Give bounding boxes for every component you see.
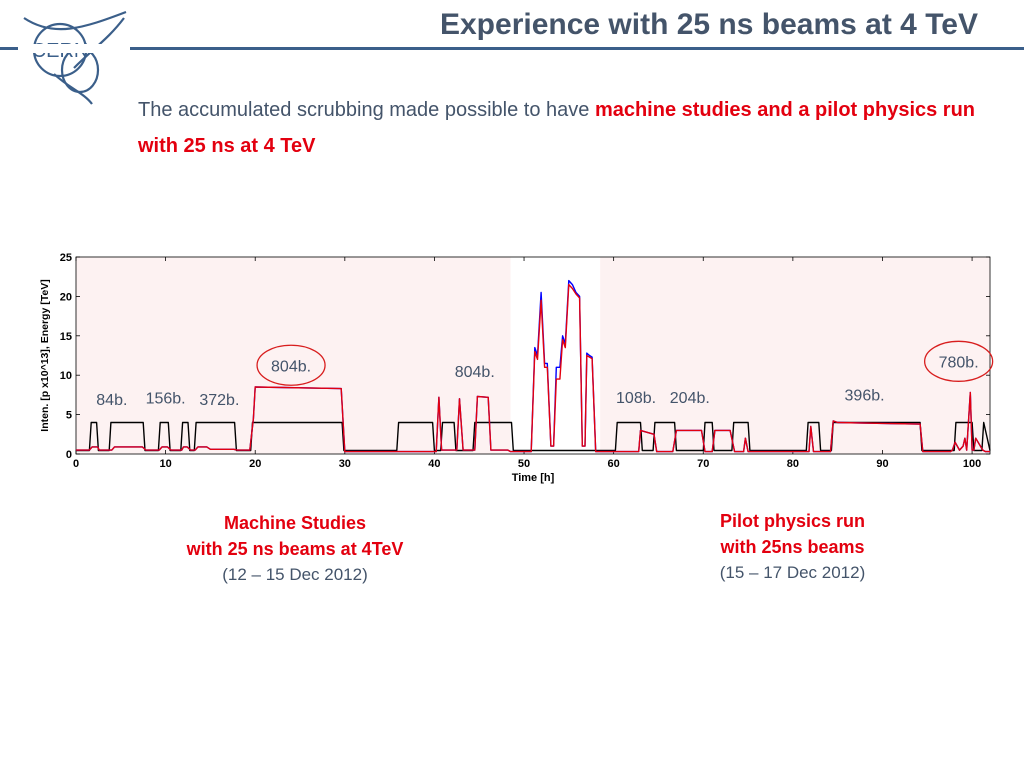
x-tick-label: 20: [249, 458, 261, 470]
slide-subtitle: The accumulated scrubbing made possible …: [138, 92, 978, 164]
y-tick-label: 25: [60, 252, 72, 264]
caption-right-line2: with 25ns beams: [720, 537, 865, 557]
cern-logo-accelerator-line: [23, 10, 127, 31]
shaded-region-1: [600, 257, 990, 454]
caption-left-line2: with 25 ns beams at 4TeV: [186, 539, 404, 559]
bunch-label-circle-3: [256, 344, 326, 386]
x-tick-label: 10: [159, 458, 171, 470]
bunch-label-circle-8: [923, 340, 994, 382]
slide-title: Experience with 25 ns beams at 4 TeV: [439, 8, 978, 41]
caption-machine-studies: Machine Studies with 25 ns beams at 4TeV…: [140, 510, 450, 588]
bunch-label-3: 804b.: [271, 358, 311, 375]
header-rule-gap: [18, 44, 130, 53]
bunch-label-5: 108b.: [616, 390, 656, 407]
x-tick-label: 60: [608, 458, 620, 470]
x-tick-label: 70: [697, 458, 709, 470]
header-rule: [0, 47, 1024, 50]
y-tick-label: 15: [60, 331, 72, 343]
plot-frame: [75, 256, 991, 455]
bunch-label-1: 156b.: [146, 391, 186, 408]
x-tick-label: 30: [339, 458, 351, 470]
shaded-region-0: [76, 257, 511, 454]
caption-pilot-physics: Pilot physics run with 25ns beams (15 – …: [660, 508, 925, 586]
x-tick-label: 0: [73, 458, 79, 470]
cern-logo: CERN: [23, 10, 127, 105]
subtitle-plain: The accumulated scrubbing made possible …: [138, 99, 595, 121]
caption-left-line1: Machine Studies: [223, 513, 367, 533]
bunch-label-8: 780b.: [939, 354, 979, 371]
y-axis-label: Inten. [p x10^13], Energy [TeV]: [39, 279, 51, 431]
x-tick-label: 50: [518, 458, 530, 470]
bunch-label-7: 396b.: [845, 387, 885, 404]
caption-right-line3: (15 – 17 Dec 2012): [719, 563, 866, 582]
bunch-label-2: 372b.: [199, 392, 239, 409]
x-tick-label: 80: [787, 458, 799, 470]
y-tick-label: 0: [66, 449, 72, 461]
bunch-label-0: 84b.: [96, 392, 127, 409]
x-tick-label: 90: [876, 458, 888, 470]
series-line-2: [76, 283, 990, 453]
x-tick-label: 40: [428, 458, 440, 470]
y-tick-label: 20: [60, 291, 72, 303]
y-tick-label: 10: [60, 370, 72, 382]
x-axis-label: Time [h]: [512, 472, 555, 484]
bunch-label-4: 804b.: [455, 364, 495, 381]
subtitle-highlight: machine studies and a pilot physics run …: [138, 99, 976, 157]
intensity-energy-chart: 0 10 20 30 40 50 60 70 80 90 100 0 5 10 15 20 25 Time [h]…: [39, 252, 994, 484]
caption-left-line3: (12 – 15 Dec 2012): [222, 565, 368, 584]
y-tick-label: 5: [66, 410, 72, 422]
x-tick-label: 100: [963, 458, 981, 470]
bunch-label-6: 204b.: [670, 390, 710, 407]
caption-right-line1: Pilot physics run: [719, 511, 866, 531]
